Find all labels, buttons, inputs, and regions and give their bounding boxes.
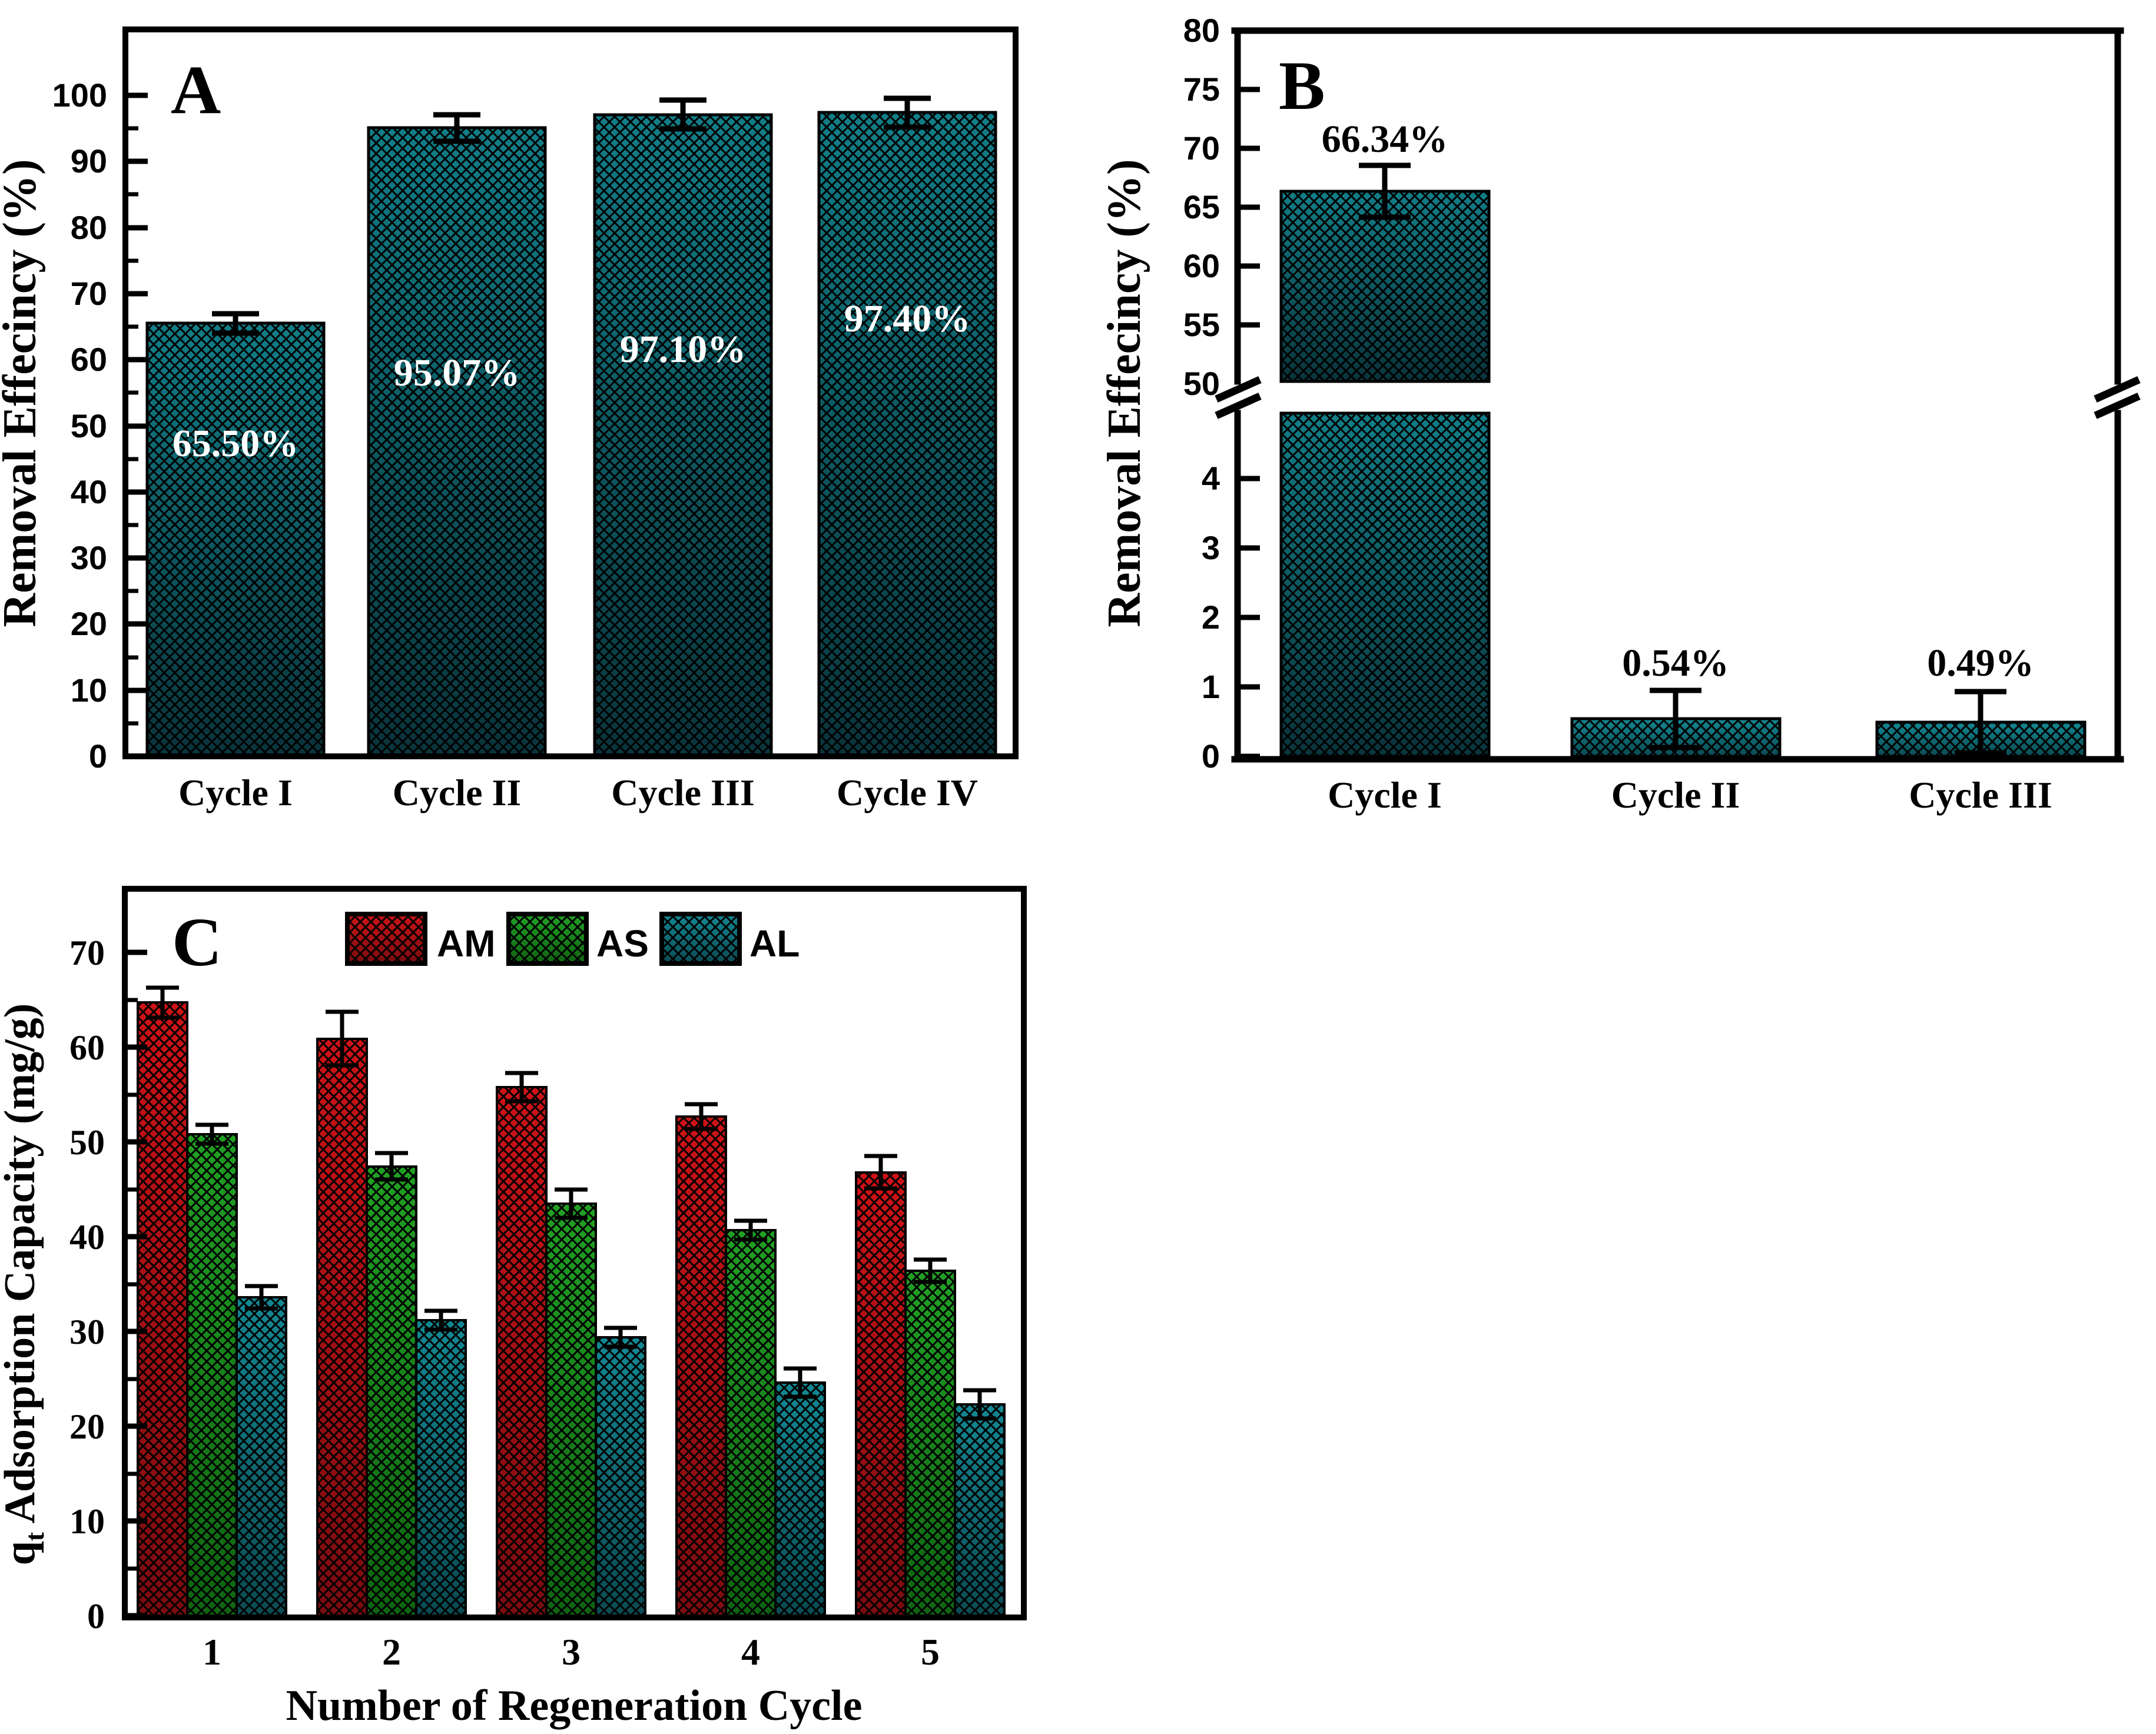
- legend-label-as: AS: [596, 922, 649, 965]
- bar-value-label: 66.34%: [1322, 118, 1448, 161]
- bar-a-cycle3: [593, 113, 773, 758]
- y-tick-label: 80: [1183, 12, 1220, 49]
- bar-value-label: 95.07%: [394, 351, 520, 394]
- y-tick-label: 40: [71, 473, 107, 510]
- y-tick-label: 20: [69, 1407, 105, 1446]
- y-ticks-b-lower: [1238, 476, 1260, 759]
- y-tick-label: 70: [1183, 129, 1220, 167]
- plot-frame-c: [122, 886, 1027, 1620]
- y-minor-ticks-c: [125, 998, 138, 1571]
- y-tick-label: 100: [52, 77, 107, 114]
- y-minor-ticks-a: [125, 126, 138, 726]
- y-ticks-a: [125, 92, 148, 759]
- legend-label-al: AL: [749, 922, 800, 965]
- y-tick-label: 20: [71, 605, 107, 642]
- bar-a-cycle4: [817, 111, 997, 758]
- error-bars-c: [146, 985, 996, 1421]
- panel-c: 0 10 20 30 40 50 60 70 AM AS: [0, 886, 1027, 1730]
- y-tick-label: 70: [69, 934, 105, 972]
- y-tick-label: 30: [69, 1313, 105, 1351]
- y-tick-label: 50: [69, 1123, 105, 1162]
- bar-value-label: 0.54%: [1622, 642, 1729, 685]
- y-tick-label: 60: [1183, 247, 1220, 284]
- panel-letter-a: A: [171, 51, 221, 128]
- legend-swatch-al: [659, 912, 742, 966]
- y-axis-title-a: Removal Effecincy (%): [0, 159, 46, 627]
- y-axis-title-c: qt Adsorption Capacity (mg/g): [0, 1004, 49, 1566]
- bar-a-cycle2: [367, 126, 547, 758]
- y-tick-label: 70: [71, 275, 107, 312]
- y-tick-label: 75: [1183, 71, 1220, 108]
- y-tick-label: 0: [1202, 738, 1220, 775]
- bars-c-as: [186, 1133, 956, 1617]
- y-tick-label: 60: [71, 341, 107, 378]
- x-category-label: Cycle III: [1909, 774, 2052, 816]
- bar-value-label: 97.10%: [620, 328, 747, 371]
- y-tick-label: 30: [71, 539, 107, 576]
- axis-break-marks: [1215, 376, 2141, 419]
- y-tick-label: 80: [71, 209, 107, 246]
- bar-b-cycle1: [1279, 190, 1491, 758]
- panel-a: 0 10 20 30 40 50 60 70 80 90 100 Cycle I…: [0, 26, 1019, 813]
- y-tick-label: 1: [1202, 668, 1220, 705]
- y-ticks-c: [125, 949, 147, 1619]
- x-category-label: Cycle I: [178, 772, 293, 813]
- y-tick-label: 10: [71, 672, 107, 709]
- y-tick-label: 2: [1202, 599, 1220, 636]
- x-category-label: Cycle IV: [837, 772, 978, 813]
- error-bars-b: [1359, 162, 2006, 756]
- x-category-label: Cycle I: [1328, 774, 1442, 816]
- bars-c-am: [137, 1001, 907, 1617]
- x-category-label: 3: [562, 1631, 581, 1673]
- legend-c: AM AS AL: [345, 912, 800, 966]
- bar-a-cycle1: [145, 321, 326, 758]
- x-category-label: Cycle II: [393, 772, 522, 813]
- y-tick-label: 3: [1202, 529, 1220, 566]
- error-bars-a: [212, 95, 931, 336]
- x-category-label: Cycle II: [1611, 774, 1740, 816]
- x-category-label: 4: [741, 1631, 760, 1673]
- x-category-label: 2: [382, 1631, 401, 1673]
- panel-b: 80 75 70 65 60 55 50 4 3 2 1 0 Cycle I C…: [1099, 12, 2141, 816]
- panel-letter-c: C: [172, 903, 222, 981]
- y-tick-label: 0: [87, 1597, 105, 1636]
- y-ticks-b-upper: [1238, 87, 1260, 328]
- x-category-label: 1: [203, 1631, 221, 1673]
- y-tick-label: 50: [1183, 365, 1220, 402]
- legend-swatch-am: [345, 912, 427, 966]
- y-tick-label: 65: [1183, 188, 1220, 225]
- legend-swatch-as: [506, 912, 589, 966]
- bar-value-label: 65.50%: [173, 422, 299, 465]
- legend-label-am: AM: [437, 922, 496, 965]
- x-category-label: Cycle III: [611, 772, 755, 813]
- y-tick-label: 55: [1183, 306, 1220, 343]
- y-tick-label: 0: [89, 738, 107, 775]
- bar-value-label: 0.49%: [1927, 642, 2034, 685]
- x-category-label: 5: [921, 1631, 940, 1673]
- x-axis-title-c: Number of Regeneration Cycle: [286, 1682, 863, 1730]
- panel-letter-b: B: [1279, 47, 1325, 124]
- y-axis-title-b: Removal Effecincy (%): [1099, 159, 1150, 627]
- y-tick-label: 50: [71, 407, 107, 444]
- y-tick-label: 60: [69, 1028, 105, 1067]
- bars-c-al: [235, 1296, 1006, 1617]
- bar-value-label: 97.40%: [844, 297, 971, 340]
- y-tick-label: 10: [69, 1502, 105, 1541]
- y-tick-label: 40: [69, 1218, 105, 1257]
- y-tick-label: 90: [71, 142, 107, 180]
- y-tick-label: 4: [1202, 460, 1220, 497]
